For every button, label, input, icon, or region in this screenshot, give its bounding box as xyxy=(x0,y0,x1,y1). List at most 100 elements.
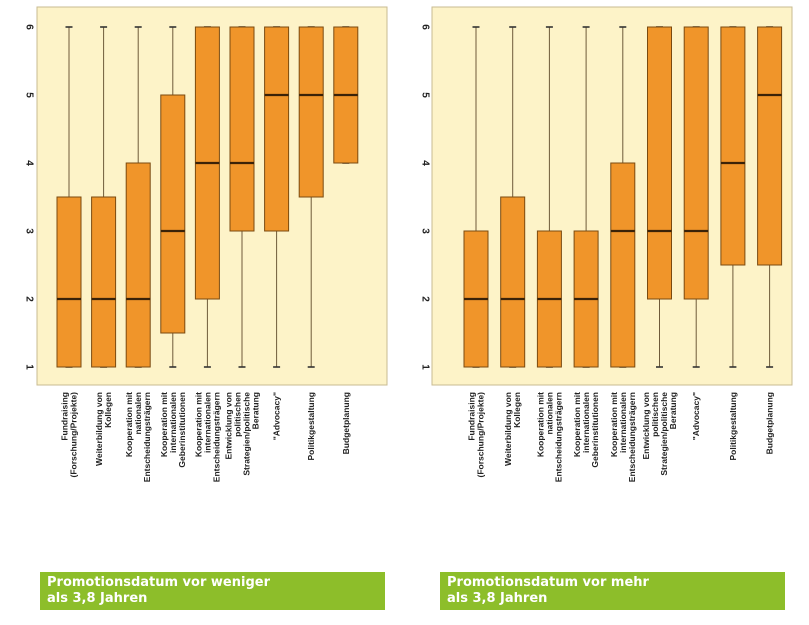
x-tick-label-line: internationalen xyxy=(581,392,591,453)
x-tick-label: Weiterbildung vonKollegen xyxy=(503,392,522,466)
chart-caption: Promotionsdatum vor weniger als 3,8 Jahr… xyxy=(40,572,385,610)
x-tick-label-line: Entscheidungsträgern xyxy=(553,392,563,482)
y-tick-label: 1 xyxy=(420,364,431,370)
iqr-box xyxy=(647,26,672,300)
x-tick-label: Fundraising(Forschung/Projekte) xyxy=(60,392,79,478)
iqr-box xyxy=(125,162,151,368)
box-9 xyxy=(333,26,359,164)
y-tick-label: 5 xyxy=(420,92,431,98)
box-4 xyxy=(160,26,186,368)
y-tick-label: 2 xyxy=(420,296,431,302)
box-2 xyxy=(91,26,117,368)
x-tick-label-line: Kooperation mit xyxy=(535,392,545,457)
x-tick-label-line: Beratung xyxy=(668,392,678,429)
x-tick-label-line: Strategien/politische xyxy=(659,392,669,476)
y-tick-label: 5 xyxy=(24,92,35,98)
box-9 xyxy=(757,26,783,368)
box-8 xyxy=(720,26,746,368)
boxplot-svg: 1 2 3 4 5 6 Fundraising(Forschung/Projekte) Wei… xyxy=(24,6,388,482)
y-tick-label: 6 xyxy=(420,24,431,30)
x-tick-label-line: nationalen xyxy=(133,392,143,435)
x-tick-label: Kooperation mitinternationalenEntscheidu… xyxy=(193,392,221,482)
y-tick-label: 4 xyxy=(420,160,431,166)
x-tick-label-line: internationalen xyxy=(202,392,212,453)
x-tick-label-line: politischen xyxy=(650,392,660,437)
x-tick-label: "Advocacy" xyxy=(272,392,282,440)
iqr-box xyxy=(683,26,709,300)
box-6 xyxy=(647,26,672,368)
x-tick-label: Kooperation mitinternationalenEntscheidu… xyxy=(609,392,637,482)
x-tick-label-line: Kollegen xyxy=(512,392,522,428)
x-tick-label-line: Budgetplanung xyxy=(341,392,351,454)
iqr-box xyxy=(298,26,324,198)
x-tick-label-line: (Forschung/Projekte) xyxy=(476,392,486,478)
x-tick-label-line: Entwicklung von xyxy=(641,392,651,460)
box-1 xyxy=(56,26,82,368)
x-tick-label-line: Weiterbildung von xyxy=(94,392,104,466)
x-tick-label-line: (Forschung/Projekte) xyxy=(69,392,79,478)
x-tick-label-line: Politikgestaltung xyxy=(728,392,738,460)
x-tick-label-line: Kooperation mit xyxy=(124,392,134,457)
iqr-box xyxy=(264,26,290,232)
y-tick-label: 6 xyxy=(24,24,35,30)
iqr-box xyxy=(500,196,526,368)
x-tick-label-line: Kooperation mit xyxy=(193,392,203,457)
x-tick-label-line: "Advocacy" xyxy=(691,392,701,440)
y-tick-label: 3 xyxy=(24,228,35,234)
iqr-box xyxy=(720,26,746,266)
x-tick-label: Entwicklung vonpolitischenStrategien/pol… xyxy=(224,392,261,476)
x-tick-label-line: "Advocacy" xyxy=(272,392,282,440)
y-tick-label: 3 xyxy=(420,228,431,234)
caption-line-1: Promotionsdatum vor mehr xyxy=(447,575,649,590)
y-tick-label: 1 xyxy=(24,364,35,370)
x-tick-label: Kooperation mitinternationalenGeberinsti… xyxy=(572,392,600,468)
boxplot-chart-recent-graduates: 1 2 3 4 5 6 Fundraising(Forschung/Projekte) Wei… xyxy=(24,6,388,610)
y-tick-label: 4 xyxy=(24,160,35,166)
x-tick-label-line: Kooperation mit xyxy=(609,392,619,457)
x-tick-label-line: Fundraising xyxy=(467,392,477,441)
iqr-box xyxy=(56,196,82,368)
iqr-box xyxy=(757,26,783,266)
x-tick-label: Budgetplanung xyxy=(341,392,351,454)
box-3 xyxy=(536,26,562,368)
x-tick-label: Politikgestaltung xyxy=(306,392,316,460)
y-tick-label: 2 xyxy=(24,296,35,302)
box-1 xyxy=(463,26,489,368)
iqr-box xyxy=(160,94,186,334)
x-tick-label: "Advocacy" xyxy=(691,392,701,440)
x-tick-label-line: Entscheidungsträgern xyxy=(142,392,152,482)
x-tick-label: Entwicklung vonpolitischenStrategien/pol… xyxy=(641,392,678,476)
x-tick-label: Politikgestaltung xyxy=(728,392,738,460)
x-tick-label-line: Geberinstitutionen xyxy=(590,392,600,468)
box-5 xyxy=(194,26,220,368)
x-tick-label-line: Kooperation mit xyxy=(159,392,169,457)
box-5 xyxy=(610,26,636,368)
x-tick-label: Kooperation mitinternationalenGeberinsti… xyxy=(159,392,187,468)
box-3 xyxy=(125,26,151,368)
x-tick-label: Kooperation mitnationalenEntscheidungstr… xyxy=(124,392,152,482)
x-tick-label-line: Geberinstitutionen xyxy=(177,392,187,468)
x-tick-label: Budgetplanung xyxy=(765,392,775,454)
box-2 xyxy=(500,26,526,368)
x-tick-label-line: Weiterbildung von xyxy=(503,392,513,466)
box-7 xyxy=(683,26,709,368)
box-6 xyxy=(229,26,255,368)
caption-line-2: als 3,8 Jahren xyxy=(47,591,148,606)
x-tick-label: Weiterbildung vonKollegen xyxy=(94,392,113,466)
x-tick-label-line: Budgetplanung xyxy=(765,392,775,454)
x-tick-label-line: Strategien/politische xyxy=(242,392,252,476)
x-tick-label-line: Kollegen xyxy=(103,392,113,428)
boxplot-chart-earlier-graduates: 1 2 3 4 5 6 Fundraising(Forschung/Projekte) Wei… xyxy=(404,0,809,625)
chart-caption: Promotionsdatum vor mehr als 3,8 Jahren xyxy=(440,572,785,610)
x-tick-label-line: Politikgestaltung xyxy=(306,392,316,460)
x-tick-label-line: Entscheidungsträgern xyxy=(211,392,221,482)
box-4 xyxy=(573,26,599,368)
x-tick-label-line: politischen xyxy=(233,392,243,437)
x-tick-label-line: Entwicklung von xyxy=(224,392,234,460)
boxplot-svg: 1 2 3 4 5 6 Fundraising(Forschung/Projekte) Wei… xyxy=(420,6,793,482)
box-7 xyxy=(264,26,290,368)
box-8 xyxy=(298,26,324,368)
iqr-box xyxy=(610,162,636,368)
x-tick-label-line: internationalen xyxy=(168,392,178,453)
iqr-box xyxy=(229,26,255,232)
